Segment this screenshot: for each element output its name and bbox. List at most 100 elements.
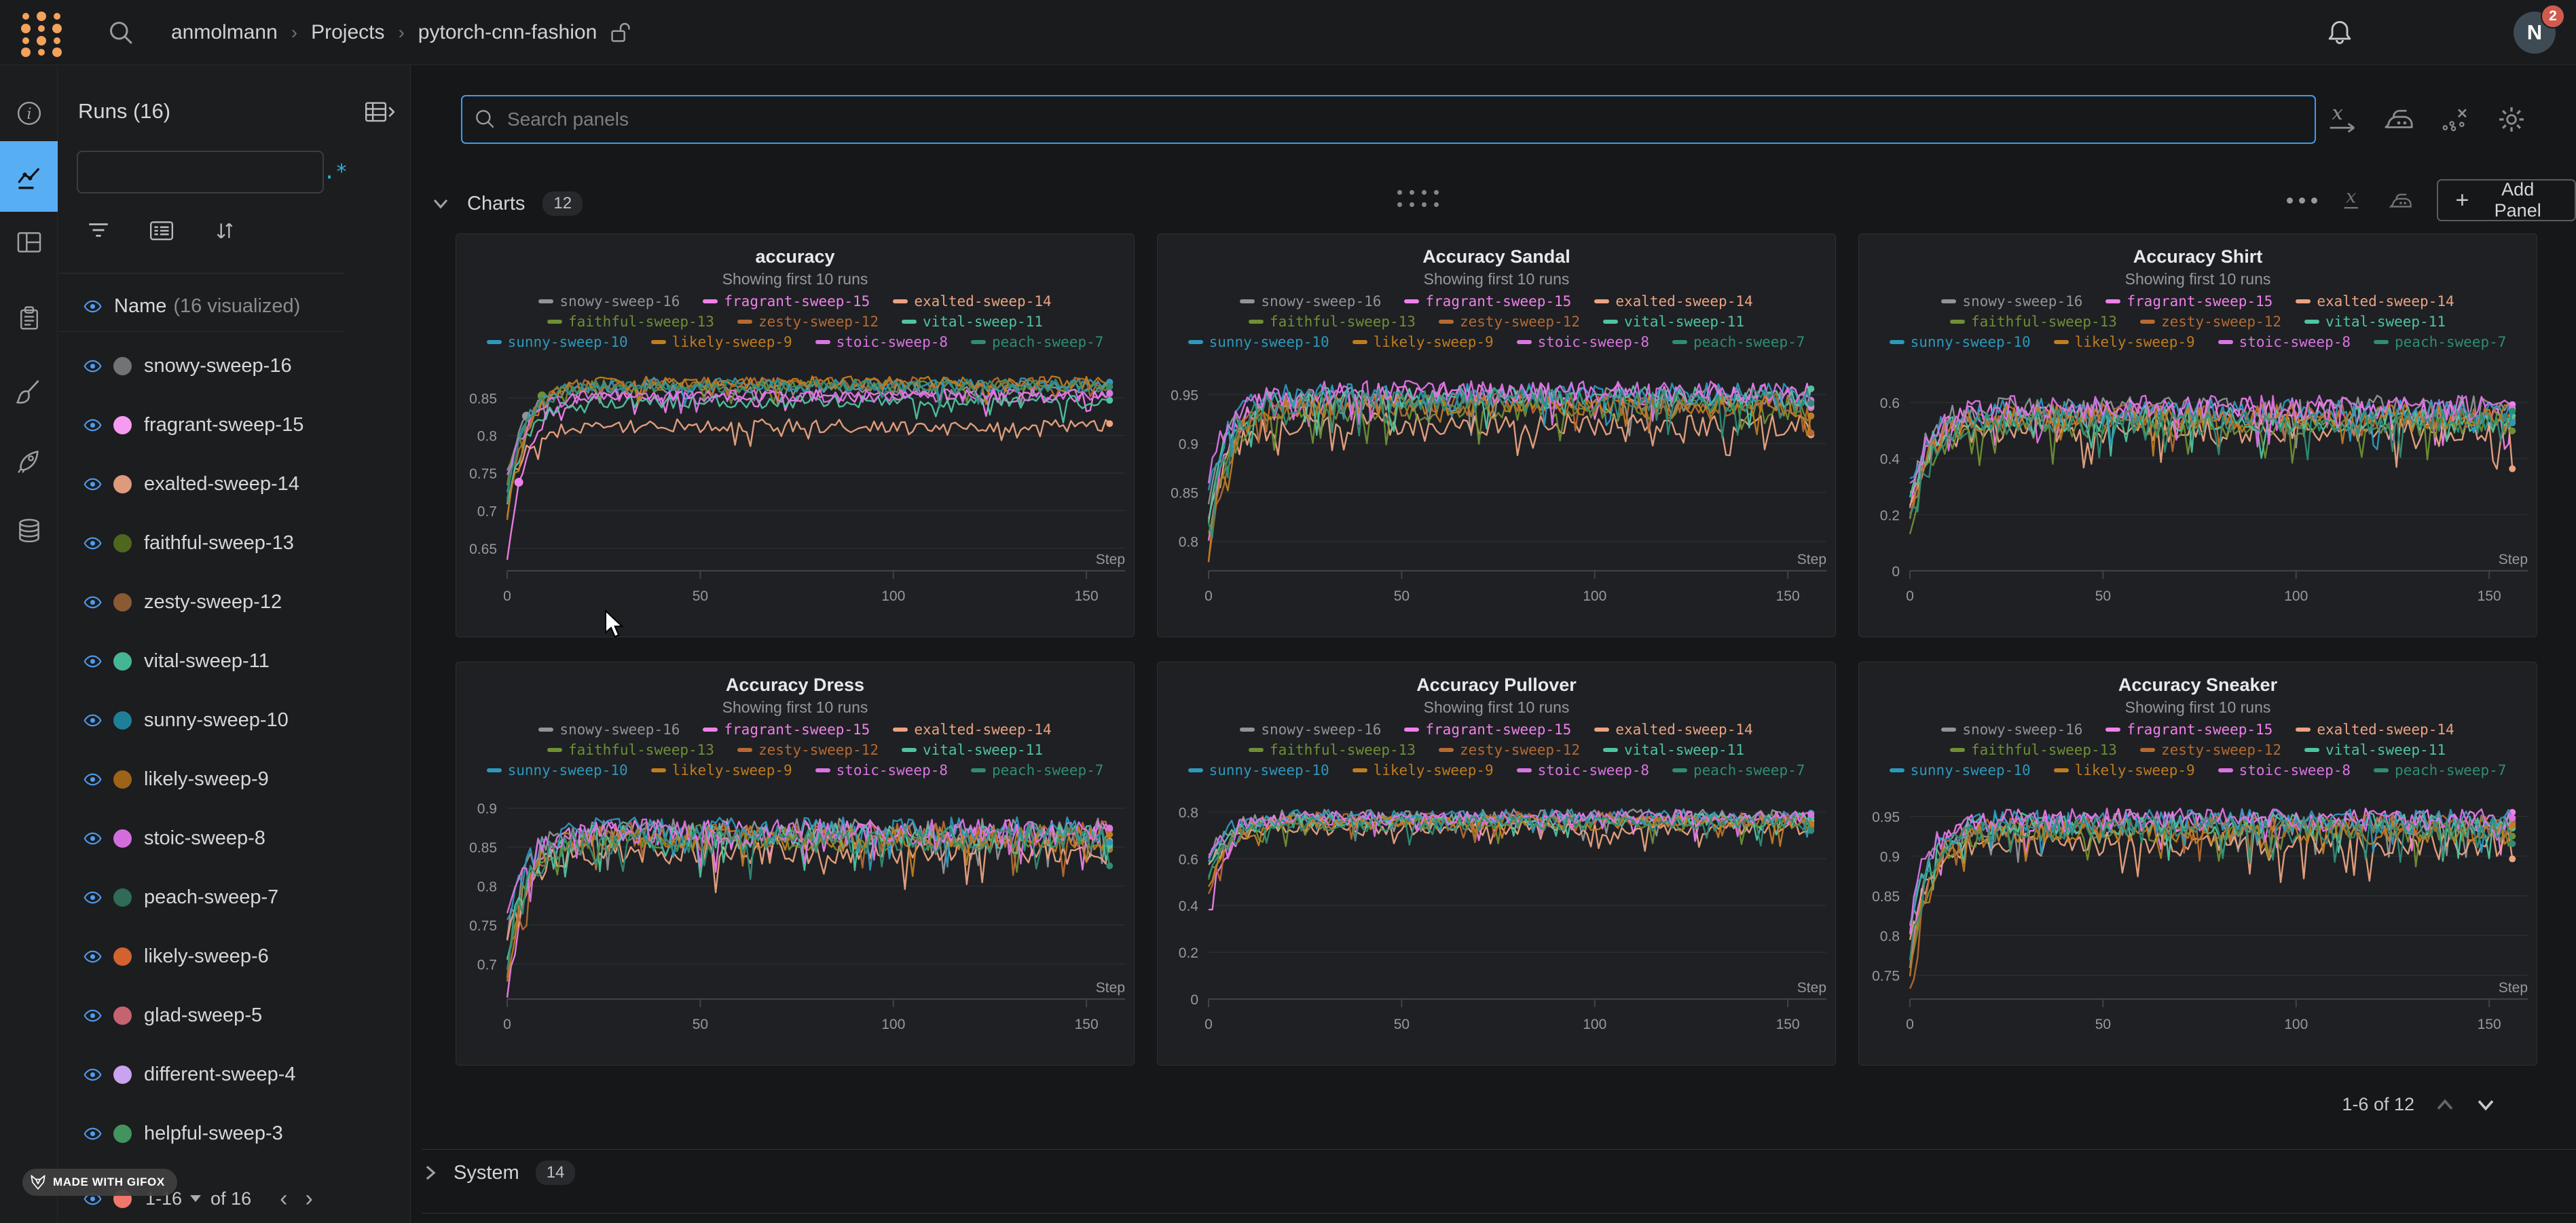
run-list-item[interactable]: snowy-sweep-16 — [58, 337, 344, 396]
regex-toggle-icon[interactable]: .* — [323, 160, 348, 184]
breadcrumb-projects[interactable]: Projects — [311, 21, 385, 43]
legend-item[interactable]: fragrant-sweep-15 — [703, 293, 870, 309]
nav-launch-icon[interactable] — [0, 437, 58, 485]
legend-item[interactable]: peach-sweep-7 — [971, 334, 1103, 350]
visibility-eye-icon[interactable] — [84, 593, 102, 612]
legend-item[interactable]: snowy-sweep-16 — [538, 721, 680, 738]
legend-item[interactable]: zesty-sweep-12 — [1438, 742, 1580, 758]
run-list-item[interactable]: likely-sweep-9 — [58, 750, 344, 809]
system-section-header[interactable]: System 14 — [424, 1161, 576, 1185]
legend-item[interactable]: faithful-sweep-13 — [1950, 742, 2117, 758]
x-axis-icon[interactable]: x — [2340, 187, 2365, 214]
visibility-eye-icon[interactable] — [84, 475, 102, 493]
visibility-eye-icon[interactable] — [84, 357, 102, 375]
legend-item[interactable]: stoic-sweep-8 — [1516, 334, 1649, 350]
legend-item[interactable]: likely-sweep-9 — [2053, 334, 2195, 350]
legend-item[interactable]: stoic-sweep-8 — [815, 334, 948, 350]
legend-item[interactable]: likely-sweep-9 — [1352, 334, 1494, 350]
chart-panel[interactable]: Accuracy Pullover Showing first 10 runs … — [1157, 662, 1836, 1066]
legend-item[interactable]: likely-sweep-9 — [1352, 762, 1494, 778]
legend-item[interactable]: faithful-sweep-13 — [547, 742, 714, 758]
legend-item[interactable]: peach-sweep-7 — [2374, 762, 2506, 778]
legend-item[interactable]: snowy-sweep-16 — [1240, 293, 1381, 309]
legend-item[interactable]: likely-sweep-9 — [2053, 762, 2195, 778]
legend-item[interactable]: stoic-sweep-8 — [815, 762, 948, 778]
next-page-button[interactable]: › — [305, 1186, 313, 1211]
nav-logs-icon[interactable] — [0, 295, 58, 342]
legend-item[interactable]: snowy-sweep-16 — [1941, 293, 2082, 309]
legend-item[interactable]: likely-sweep-9 — [650, 334, 792, 350]
section-drag-handle-icon[interactable] — [1397, 190, 1439, 207]
legend-item[interactable]: faithful-sweep-13 — [547, 314, 714, 330]
x-axis-settings-icon[interactable]: x — [2327, 105, 2357, 134]
legend-item[interactable]: fragrant-sweep-15 — [1404, 293, 1571, 309]
run-list-item[interactable]: fragrant-sweep-15 — [58, 396, 344, 455]
run-list-item[interactable]: vital-sweep-11 — [58, 632, 344, 691]
notifications-bell-icon[interactable] — [2325, 18, 2355, 48]
visibility-eye-icon[interactable] — [84, 1066, 102, 1084]
more-options-icon[interactable] — [2287, 197, 2317, 204]
run-list-item[interactable]: likely-sweep-6 — [58, 927, 344, 986]
run-list-item[interactable]: peach-sweep-7 — [58, 868, 344, 927]
run-list-item[interactable]: glad-sweep-5 — [58, 986, 344, 1045]
legend-item[interactable]: peach-sweep-7 — [971, 762, 1103, 778]
legend-item[interactable]: snowy-sweep-16 — [1240, 721, 1381, 738]
legend-item[interactable]: fragrant-sweep-15 — [2105, 293, 2273, 309]
search-icon[interactable] — [107, 19, 136, 48]
legend-item[interactable]: exalted-sweep-14 — [2296, 721, 2454, 738]
run-list-item[interactable]: stoic-sweep-8 — [58, 809, 344, 868]
legend-item[interactable]: vital-sweep-11 — [901, 742, 1043, 758]
visibility-eye-icon[interactable] — [84, 947, 102, 966]
visibility-eye-icon[interactable] — [84, 770, 102, 789]
outliers-scatter-icon[interactable] — [2440, 105, 2470, 134]
sort-icon[interactable] — [213, 219, 237, 243]
wandb-logo-icon[interactable] — [18, 10, 65, 57]
chart-panel[interactable]: Accuracy Sneaker Showing first 10 runs s… — [1858, 662, 2537, 1066]
nav-workspace-item[interactable] — [0, 141, 58, 212]
legend-item[interactable]: stoic-sweep-8 — [1516, 762, 1649, 778]
runs-search-input[interactable] — [88, 162, 323, 183]
legend-item[interactable]: zesty-sweep-12 — [2139, 742, 2281, 758]
legend-item[interactable]: peach-sweep-7 — [1672, 762, 1805, 778]
legend-item[interactable]: sunny-sweep-10 — [1188, 762, 1329, 778]
page-down-icon[interactable] — [2476, 1098, 2496, 1112]
visibility-eye-icon[interactable] — [84, 711, 102, 730]
legend-item[interactable]: faithful-sweep-13 — [1249, 314, 1416, 330]
legend-item[interactable]: sunny-sweep-10 — [1889, 334, 2031, 350]
legend-item[interactable]: vital-sweep-11 — [2304, 742, 2446, 758]
visibility-eye-icon[interactable] — [84, 1006, 102, 1025]
page-up-icon[interactable] — [2435, 1098, 2455, 1112]
gear-settings-icon[interactable] — [2496, 104, 2527, 135]
visibility-eye-icon[interactable] — [84, 1190, 102, 1208]
prev-page-button[interactable]: ‹ — [280, 1186, 288, 1211]
group-list-icon[interactable] — [149, 219, 174, 242]
legend-item[interactable]: sunny-sweep-10 — [486, 762, 628, 778]
visibility-eye-icon[interactable] — [84, 297, 102, 316]
legend-item[interactable]: exalted-sweep-14 — [893, 721, 1052, 738]
runs-table-expand-icon[interactable] — [365, 100, 394, 125]
chart-panel[interactable]: Accuracy Dress Showing first 10 runs sno… — [456, 662, 1135, 1066]
legend-item[interactable]: sunny-sweep-10 — [486, 334, 628, 350]
legend-item[interactable]: zesty-sweep-12 — [1438, 314, 1580, 330]
charts-section-header[interactable]: Charts 12 — [432, 191, 583, 216]
legend-item[interactable]: exalted-sweep-14 — [1594, 293, 1753, 309]
legend-item[interactable]: sunny-sweep-10 — [1188, 334, 1329, 350]
legend-item[interactable]: fragrant-sweep-15 — [1404, 721, 1571, 738]
nav-overview-icon[interactable]: i — [0, 90, 58, 137]
runs-name-header[interactable]: Name (16 visualized) — [58, 281, 344, 331]
nav-table-icon[interactable] — [0, 219, 58, 266]
filter-icon[interactable] — [86, 219, 111, 242]
smoothing-iron-icon[interactable] — [2383, 105, 2414, 134]
panel-search-input[interactable] — [498, 109, 2315, 130]
legend-item[interactable]: sunny-sweep-10 — [1889, 762, 2031, 778]
legend-item[interactable]: stoic-sweep-8 — [2218, 762, 2351, 778]
visibility-eye-icon[interactable] — [84, 416, 102, 434]
legend-item[interactable]: snowy-sweep-16 — [538, 293, 680, 309]
legend-item[interactable]: faithful-sweep-13 — [1950, 314, 2117, 330]
legend-item[interactable]: exalted-sweep-14 — [2296, 293, 2454, 309]
chart-panel[interactable]: accuracy Showing first 10 runs snowy-swe… — [456, 233, 1135, 637]
run-list-item[interactable]: helpful-sweep-3 — [58, 1104, 344, 1163]
breadcrumb-user[interactable]: anmolmann — [171, 21, 278, 43]
run-list-item[interactable]: sunny-sweep-10 — [58, 691, 344, 750]
legend-item[interactable]: vital-sweep-11 — [1602, 742, 1744, 758]
